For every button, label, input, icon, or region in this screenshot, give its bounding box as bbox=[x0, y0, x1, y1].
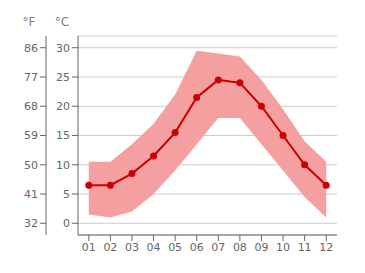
svg-text:50: 50 bbox=[24, 159, 38, 172]
svg-text:10: 10 bbox=[276, 241, 290, 254]
svg-text:32: 32 bbox=[24, 217, 38, 230]
svg-text:07: 07 bbox=[211, 241, 225, 254]
svg-text:68: 68 bbox=[24, 100, 38, 113]
svg-text:12: 12 bbox=[319, 241, 333, 254]
svg-text:0: 0 bbox=[63, 217, 70, 230]
svg-text:06: 06 bbox=[190, 241, 204, 254]
svg-text:01: 01 bbox=[82, 241, 96, 254]
svg-text:08: 08 bbox=[233, 241, 247, 254]
svg-text:77: 77 bbox=[24, 71, 38, 84]
svg-text:10: 10 bbox=[56, 159, 70, 172]
svg-text:59: 59 bbox=[24, 129, 38, 142]
svg-text:03: 03 bbox=[125, 241, 139, 254]
svg-text:25: 25 bbox=[56, 71, 70, 84]
svg-text:15: 15 bbox=[56, 129, 70, 142]
svg-text:°C: °C bbox=[55, 15, 69, 29]
svg-text:86: 86 bbox=[24, 42, 38, 55]
svg-text:20: 20 bbox=[56, 100, 70, 113]
svg-text:5: 5 bbox=[63, 188, 70, 201]
svg-text:°F: °F bbox=[23, 15, 36, 29]
svg-text:41: 41 bbox=[24, 188, 38, 201]
svg-text:11: 11 bbox=[298, 241, 312, 254]
svg-text:04: 04 bbox=[147, 241, 161, 254]
svg-text:05: 05 bbox=[168, 241, 182, 254]
svg-text:30: 30 bbox=[56, 42, 70, 55]
svg-text:09: 09 bbox=[254, 241, 268, 254]
svg-text:02: 02 bbox=[103, 241, 117, 254]
